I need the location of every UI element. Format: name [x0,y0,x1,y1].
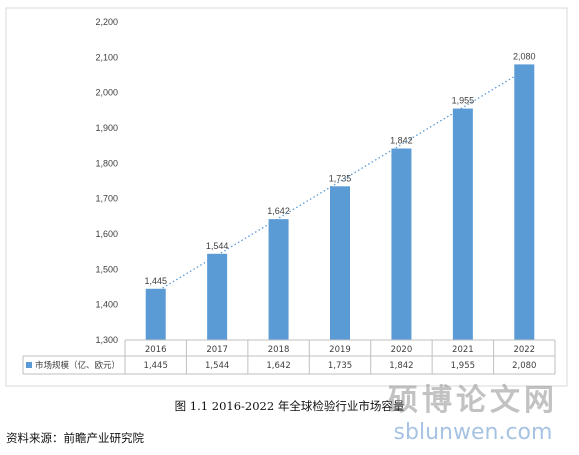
table-value: 1,445 [144,361,168,371]
legend-swatch [26,362,32,368]
x-category-label: 2019 [329,345,351,355]
y-axis: 1,300 1,400 1,500 1,600 1,700 1,800 1,900 2,000… [95,17,118,345]
table-value: 1,955 [451,361,475,371]
y-tick-label: 1,300 [95,335,118,345]
watermark: 硕博论文网 sblunwen.com [373,384,573,446]
table-value: 1,642 [266,361,290,371]
table-value: 1,735 [328,361,352,371]
series-name: 市场规模（亿、欧元） [35,360,120,371]
bar-chart: 1,300 1,400 1,500 1,600 1,700 1,800 1,900 2,000… [5,7,568,387]
data-label: 2,080 [513,51,536,61]
x-category-label: 2021 [452,345,474,355]
y-tick-label: 1,800 [95,158,118,168]
x-category-label: 2017 [206,345,228,355]
data-label: 1,842 [390,135,413,145]
data-label: 1,642 [267,206,290,216]
bar [391,148,412,340]
table-value: 1,842 [389,361,413,371]
watermark-url: sblunwen.com [393,420,553,445]
bar [145,288,166,340]
source-note: 资料来源：前瞻产业研究院 [6,431,144,445]
bar [330,186,350,340]
data-labels: 1,445 1,544 1,642 1,735 1,842 1,955 2,080 [144,51,535,285]
bar [207,253,228,340]
y-tick-label: 1,700 [95,194,118,204]
y-tick-label: 2,200 [95,17,118,27]
x-category-label: 2016 [145,345,167,355]
data-label: 1,544 [206,241,229,251]
bar [452,108,473,340]
y-tick-label: 1,900 [95,123,118,133]
figure-caption: 图 1.1 2016-2022 年全球检验行业市场容量 [174,399,405,413]
x-category-label: 2022 [513,345,535,355]
y-tick-label: 1,600 [95,229,118,239]
data-table: 2016 2017 2018 2019 2020 2021 2022 市场规模（亿、欧元） 1,… [22,339,556,375]
data-label: 1,735 [329,173,352,183]
table-value: 1,544 [205,361,229,371]
y-tick-label: 1,500 [95,264,118,274]
table-value: 2,080 [512,361,536,371]
y-tick-label: 1,400 [95,300,118,310]
y-tick-label: 2,000 [95,88,118,98]
bar [514,64,535,341]
bar [268,219,289,340]
data-label: 1,955 [452,96,475,106]
watermark-cn: 硕博论文网 [388,383,558,418]
x-category-label: 2020 [391,345,413,355]
y-tick-label: 2,100 [95,52,118,62]
chart-frame [5,7,568,387]
x-category-label: 2018 [268,345,290,355]
bars [145,64,535,341]
data-label: 1,445 [144,276,167,286]
